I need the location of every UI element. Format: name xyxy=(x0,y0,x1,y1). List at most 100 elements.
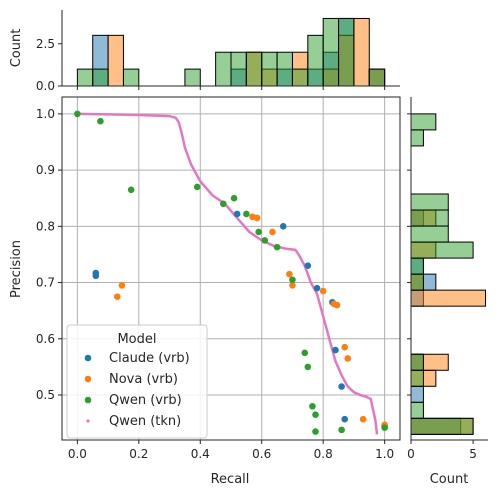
top-hist-bar-qwen-vrb xyxy=(230,51,247,87)
point-claude-vrb xyxy=(332,346,339,354)
point-qwen-vrb xyxy=(312,411,319,418)
point-qwen-vrb xyxy=(74,110,81,118)
legend-box xyxy=(66,324,208,439)
top-hist-y-tick-label: 2.5 xyxy=(36,37,55,51)
point-nova-vrb xyxy=(341,343,348,351)
top-hist-bar-qwen-vrb xyxy=(92,68,109,87)
point-nova-vrb xyxy=(344,355,352,362)
x-tick-label: 1.0 xyxy=(375,447,394,461)
point-qwen-vrb xyxy=(312,428,319,435)
top-hist-bar-qwen-vrb xyxy=(245,51,263,87)
point-qwen-vrb xyxy=(97,117,104,125)
y-tick-label: 0.8 xyxy=(36,219,55,233)
point-nova-vrb xyxy=(114,293,121,300)
legend-marker-nova-vrb xyxy=(84,375,92,383)
right-hist-bar-nova-vrb xyxy=(410,289,487,307)
scatter-points xyxy=(74,110,388,435)
axes-frames xyxy=(61,10,488,441)
legend-marker-qwen-tkn xyxy=(86,419,90,423)
legend-marker-qwen-vrb xyxy=(84,396,92,404)
point-claude-vrb xyxy=(279,223,287,230)
right-hist-x-tick-label: 5 xyxy=(469,447,477,461)
point-qwen-vrb xyxy=(304,363,312,371)
right-hist-bar-claude-vrb xyxy=(410,385,424,403)
right-histogram-x-label: Count xyxy=(430,472,469,487)
y-tick-label: 0.9 xyxy=(36,163,55,177)
x-tick-label: 0.0 xyxy=(68,447,87,461)
precision-recall-curve xyxy=(77,112,379,435)
point-qwen-vrb xyxy=(301,349,309,357)
top-histogram xyxy=(76,17,386,87)
legend-title: Model xyxy=(117,332,156,347)
top-hist-bar-qwen-vrb xyxy=(76,68,94,87)
tick-labels: 0.0 0.2 0.4 0.6 0.8 1.0 0.5 0.6 0.7 0.8 0.9 1.0 0.0 2… xyxy=(36,37,477,461)
right-hist-x-tick-label: 0 xyxy=(407,447,415,461)
top-histogram-y-label: Count xyxy=(9,29,24,68)
right-hist-bar-qwen-vrb xyxy=(410,129,424,147)
point-qwen-vrb xyxy=(309,402,316,410)
point-nova-vrb xyxy=(253,214,261,222)
legend: Model Claude (vrb) Nova (vrb) Qwen (vrb) Qw… xyxy=(66,324,208,439)
top-hist-bar-qwen-vrb xyxy=(215,51,232,87)
point-claude-vrb xyxy=(233,210,241,218)
point-nova-vrb xyxy=(118,282,126,289)
top-hist-bar-qwen-vrb xyxy=(307,34,324,87)
top-hist-bar-qwen-vrb xyxy=(291,68,309,87)
point-qwen-vrb xyxy=(273,243,281,251)
y-axis-label: Precision xyxy=(9,240,24,298)
right-hist-bar-qwen-vrb xyxy=(410,273,424,291)
top-hist-bar-qwen-vrb xyxy=(368,68,386,87)
point-nova-vrb xyxy=(333,301,341,309)
point-nova-vrb xyxy=(269,228,276,236)
point-qwen-vrb xyxy=(127,186,135,194)
top-hist-bar-qwen-vrb xyxy=(322,17,340,87)
right-hist-bar-qwen-vrb xyxy=(410,401,424,419)
x-tick-label: 0.4 xyxy=(191,447,210,461)
right-hist-bar-qwen-vrb xyxy=(410,417,474,435)
point-nova-vrb xyxy=(286,270,293,278)
right-hist-bar-qwen-vrb xyxy=(410,353,424,371)
legend-entries: Claude (vrb) Nova (vrb) Qwen (vrb) Qwen (tk… xyxy=(84,351,190,429)
right-hist-bar-qwen-vrb xyxy=(410,209,449,227)
top-hist-bar-qwen-vrb xyxy=(184,68,201,87)
right-hist-bar-qwen-vrb xyxy=(410,225,449,243)
point-qwen-vrb xyxy=(243,210,250,218)
legend-label-qwen-vrb: Qwen (vrb) xyxy=(109,393,182,408)
y-tick-label: 1.0 xyxy=(36,107,55,121)
right-hist-bar-qwen-vrb xyxy=(410,113,437,131)
top-hist-bar-qwen-vrb xyxy=(338,17,355,87)
top-hist-bar-nova-vrb xyxy=(353,17,370,87)
top-hist-bar-nova-vrb xyxy=(107,34,124,87)
y-tick-label: 0.6 xyxy=(36,332,55,346)
x-axis-label: Recall xyxy=(211,472,250,487)
legend-marker-claude-vrb xyxy=(84,354,92,362)
point-nova-vrb xyxy=(359,415,367,423)
top-hist-bar-qwen-vrb xyxy=(276,51,293,87)
legend-label-nova-vrb: Nova (vrb) xyxy=(109,372,178,387)
point-qwen-vrb xyxy=(255,228,262,236)
top-hist-bar-qwen-vrb xyxy=(261,51,278,87)
point-qwen-vrb xyxy=(193,183,201,191)
right-hist-bar-qwen-vrb xyxy=(410,241,474,259)
x-tick-label: 0.2 xyxy=(129,447,148,461)
right-histogram xyxy=(410,113,487,435)
point-nova-vrb xyxy=(289,282,296,289)
point-qwen-vrb xyxy=(230,194,238,202)
legend-label-claude-vrb: Claude (vrb) xyxy=(109,351,190,366)
right-hist-bar-qwen-vrb xyxy=(410,369,424,387)
top-hist-bar-qwen-vrb xyxy=(122,68,140,87)
point-claude-vrb xyxy=(338,383,345,390)
right-hist-bar-qwen-vrb xyxy=(410,193,449,211)
point-claude-vrb xyxy=(341,415,348,423)
y-tick-label: 0.5 xyxy=(36,388,55,402)
right-hist-bar-qwen-vrb xyxy=(410,257,424,275)
point-claude-vrb xyxy=(304,262,312,269)
point-qwen-vrb xyxy=(338,426,345,434)
main-axes-frame xyxy=(61,96,401,441)
legend-label-qwen-tkn: Qwen (tkn) xyxy=(109,414,181,429)
point-qwen-vrb xyxy=(220,200,227,208)
x-tick-label: 0.6 xyxy=(252,447,271,461)
point-qwen-vrb xyxy=(381,424,388,431)
point-qwen-vrb xyxy=(261,237,269,244)
